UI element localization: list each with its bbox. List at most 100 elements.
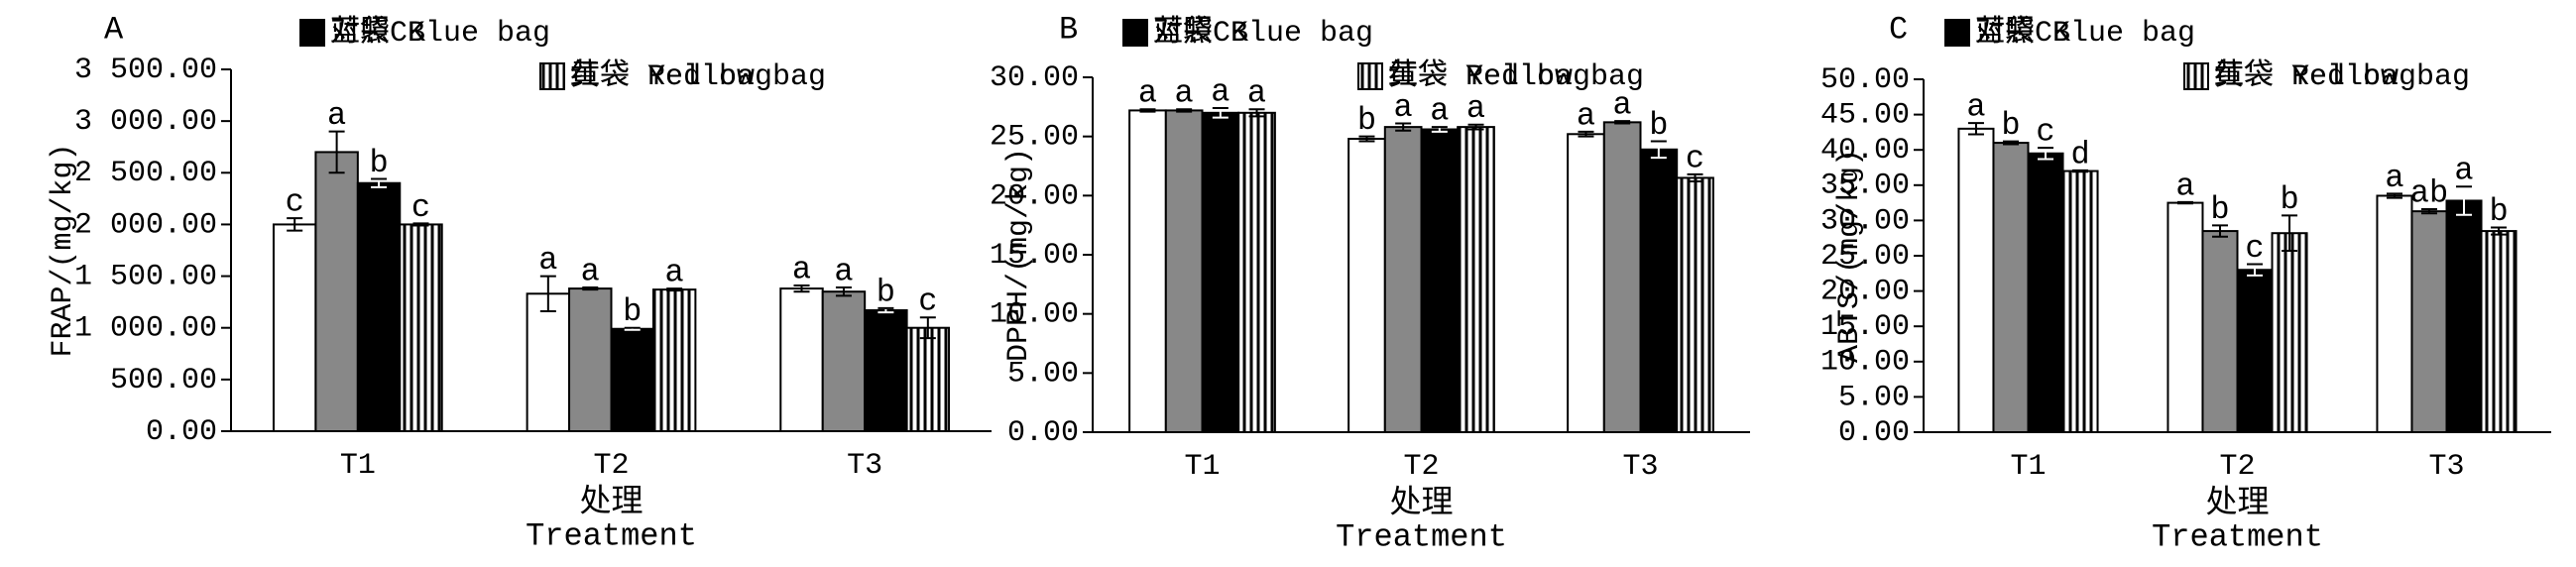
y-tick-label: 1 500.00 bbox=[74, 260, 217, 293]
error-bar bbox=[287, 217, 303, 232]
bar bbox=[399, 223, 443, 432]
y-axis-label: FRAP/(mg/kg) bbox=[47, 143, 80, 357]
y-axis-label: ABTS/(mg/kg) bbox=[1833, 149, 1867, 363]
significance-label: b bbox=[1649, 107, 1668, 144]
error-bar bbox=[1578, 130, 1594, 138]
y-tick-label: 3 500.00 bbox=[74, 54, 217, 87]
bar bbox=[1347, 138, 1386, 433]
bar bbox=[1383, 126, 1423, 433]
significance-label: a bbox=[834, 253, 853, 289]
error-bar bbox=[835, 286, 852, 297]
error-bar bbox=[539, 275, 556, 313]
error-bar bbox=[371, 177, 388, 188]
bar bbox=[314, 151, 359, 433]
x-axis-label: 处理 bbox=[579, 483, 643, 520]
error-bar bbox=[793, 284, 810, 293]
bar bbox=[2445, 199, 2483, 433]
error-bar bbox=[1687, 172, 1703, 183]
legend-label: 黄袋 Yellow bag bbox=[2214, 58, 2470, 94]
error-bar bbox=[1358, 135, 1375, 143]
legend-swatch bbox=[1357, 62, 1383, 90]
bar bbox=[526, 292, 571, 432]
x-tick-label: T3 bbox=[1622, 450, 1658, 484]
bar bbox=[2061, 170, 2099, 433]
bar bbox=[1164, 109, 1204, 433]
legend-label: 红袋 Red bag bbox=[1388, 58, 1590, 94]
bar bbox=[651, 288, 697, 432]
y-tick-label: 500.00 bbox=[110, 364, 217, 397]
panel-letter: B bbox=[1059, 11, 1078, 48]
error-bar bbox=[2002, 140, 2019, 146]
y-tick-label: 3 000.00 bbox=[74, 105, 217, 139]
significance-label: c bbox=[286, 184, 304, 221]
legend-label: 蓝袋 Blue bag bbox=[1975, 15, 2195, 51]
bar bbox=[2376, 194, 2413, 433]
x-tick-label: T2 bbox=[593, 449, 629, 483]
significance-label: b bbox=[2489, 193, 2508, 230]
x-axis-label-en: Treatment bbox=[526, 517, 697, 554]
error-bar bbox=[1614, 120, 1631, 125]
bar bbox=[2236, 269, 2274, 433]
x-tick-label: T2 bbox=[1403, 450, 1439, 484]
legend-swatch bbox=[1944, 19, 1970, 47]
error-bar bbox=[2282, 214, 2298, 253]
panel-letter: A bbox=[104, 11, 124, 48]
y-tick-label: 30.00 bbox=[1820, 204, 1910, 238]
error-bar bbox=[2176, 200, 2193, 205]
bar bbox=[2027, 152, 2064, 433]
bar bbox=[2480, 230, 2517, 433]
significance-label: a bbox=[327, 97, 346, 134]
x-axis-label-en: Treatment bbox=[2152, 518, 2323, 555]
error-bar bbox=[2456, 185, 2473, 216]
bar bbox=[568, 287, 613, 433]
x-axis-label: 处理 bbox=[1389, 484, 1453, 521]
significance-label: c bbox=[1686, 140, 1704, 176]
significance-label: b bbox=[623, 293, 642, 330]
y-tick-label: 2 000.00 bbox=[74, 208, 217, 242]
bar bbox=[610, 327, 654, 432]
bar bbox=[1237, 111, 1276, 434]
significance-label: a bbox=[2385, 160, 2403, 196]
significance-label: a bbox=[1394, 89, 1413, 126]
legend-label: 蓝袋 Blue bag bbox=[330, 15, 550, 51]
error-bar bbox=[2386, 192, 2402, 199]
significance-label: a bbox=[1613, 87, 1632, 124]
error-bar bbox=[1650, 140, 1667, 160]
panel: A FRAP/(mg/kg) 0.00 500.00 1 000.00 1 500.00 2… bbox=[47, 11, 992, 554]
bar bbox=[1992, 142, 2030, 434]
error-bar bbox=[328, 130, 345, 174]
legend-label: 对照CK bbox=[330, 15, 425, 51]
significance-label: b bbox=[2280, 181, 2298, 218]
error-bar bbox=[1467, 123, 1484, 131]
bar bbox=[1420, 128, 1460, 434]
error-bar bbox=[2247, 263, 2264, 277]
significance-label: c bbox=[918, 284, 937, 320]
bar bbox=[2201, 230, 2239, 433]
significance-label: a bbox=[1577, 97, 1595, 134]
error-bar bbox=[1431, 126, 1448, 133]
significance-label: a bbox=[792, 251, 811, 287]
significance-label: a bbox=[581, 253, 600, 289]
error-bar bbox=[2038, 147, 2054, 161]
significance-label: a bbox=[1211, 73, 1229, 110]
bar bbox=[1567, 133, 1605, 433]
significance-label: a bbox=[2454, 153, 2473, 189]
y-tick-label: 5.00 bbox=[1838, 381, 1910, 414]
significance-label: b bbox=[877, 274, 895, 310]
bar bbox=[1602, 121, 1642, 433]
error-bar bbox=[412, 222, 429, 227]
y-tick-label: 1 000.00 bbox=[74, 312, 217, 346]
bar bbox=[864, 308, 908, 432]
y-tick-label: 10.00 bbox=[1820, 346, 1910, 380]
significance-label: c bbox=[2245, 230, 2264, 267]
panel: C ABTS/(mg/kg) 0.005.0010.0015.0020.0025.0… bbox=[1820, 11, 2551, 555]
error-bar bbox=[878, 306, 894, 314]
bar bbox=[1457, 126, 1495, 433]
bar bbox=[2166, 201, 2204, 433]
y-tick-label: 0.00 bbox=[1007, 416, 1079, 450]
bar bbox=[2410, 210, 2448, 433]
significance-label: a bbox=[665, 255, 684, 291]
x-tick-label: T3 bbox=[2428, 450, 2464, 484]
error-bar bbox=[2211, 224, 2228, 238]
